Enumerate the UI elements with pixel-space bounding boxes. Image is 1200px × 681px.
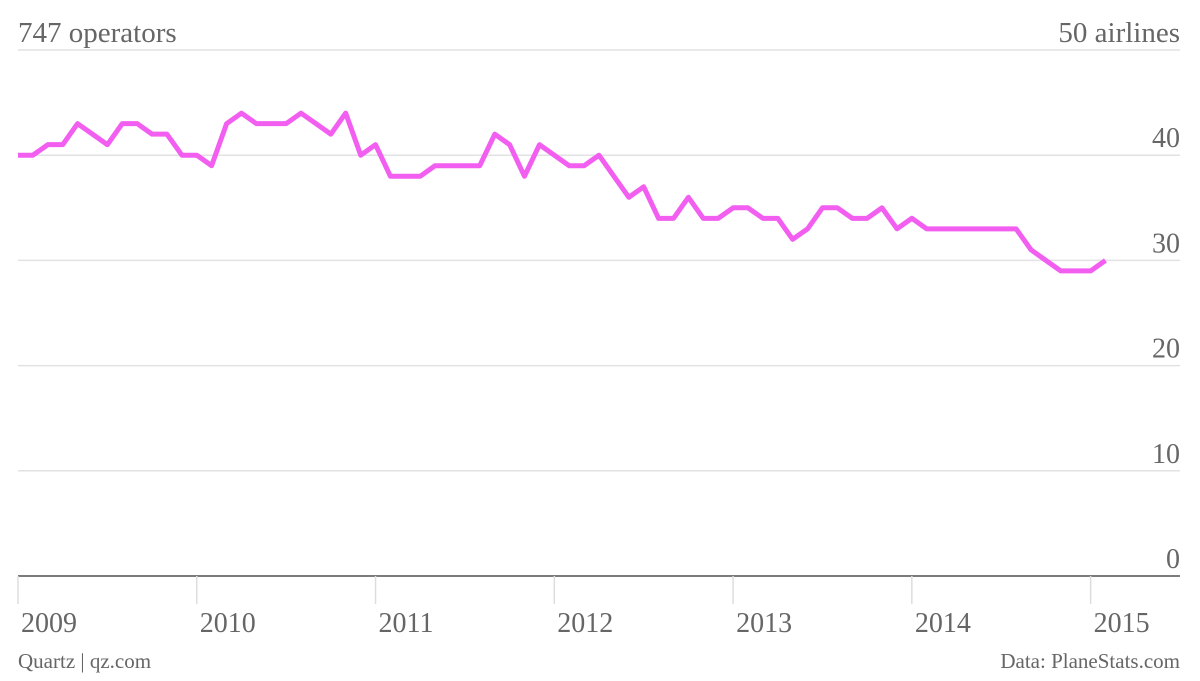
x-tick-label: 2009 bbox=[21, 608, 77, 639]
y-tick-label: 20 bbox=[1152, 334, 1180, 365]
x-tick-label: 2014 bbox=[915, 608, 971, 639]
line bbox=[18, 110, 1107, 274]
y-tick-label: 0 bbox=[1166, 544, 1180, 575]
y-tick-label: 10 bbox=[1152, 439, 1180, 470]
y-tick-label: 30 bbox=[1152, 228, 1180, 259]
x-tick-label: 2010 bbox=[200, 608, 256, 639]
chart-title: 747 operators bbox=[18, 17, 177, 49]
y-tick-label: 40 bbox=[1152, 123, 1180, 154]
x-tick-label: 2012 bbox=[557, 608, 613, 639]
source: Data: PlaneStats.com bbox=[1000, 649, 1180, 673]
x-tick-label: 2013 bbox=[736, 608, 792, 639]
x-tick-label: 2011 bbox=[379, 608, 434, 639]
y-tick-label: 50 airlines bbox=[1058, 17, 1180, 49]
x-tick-label: 2015 bbox=[1094, 608, 1150, 639]
credit: Quartz | qz.com bbox=[18, 649, 151, 673]
